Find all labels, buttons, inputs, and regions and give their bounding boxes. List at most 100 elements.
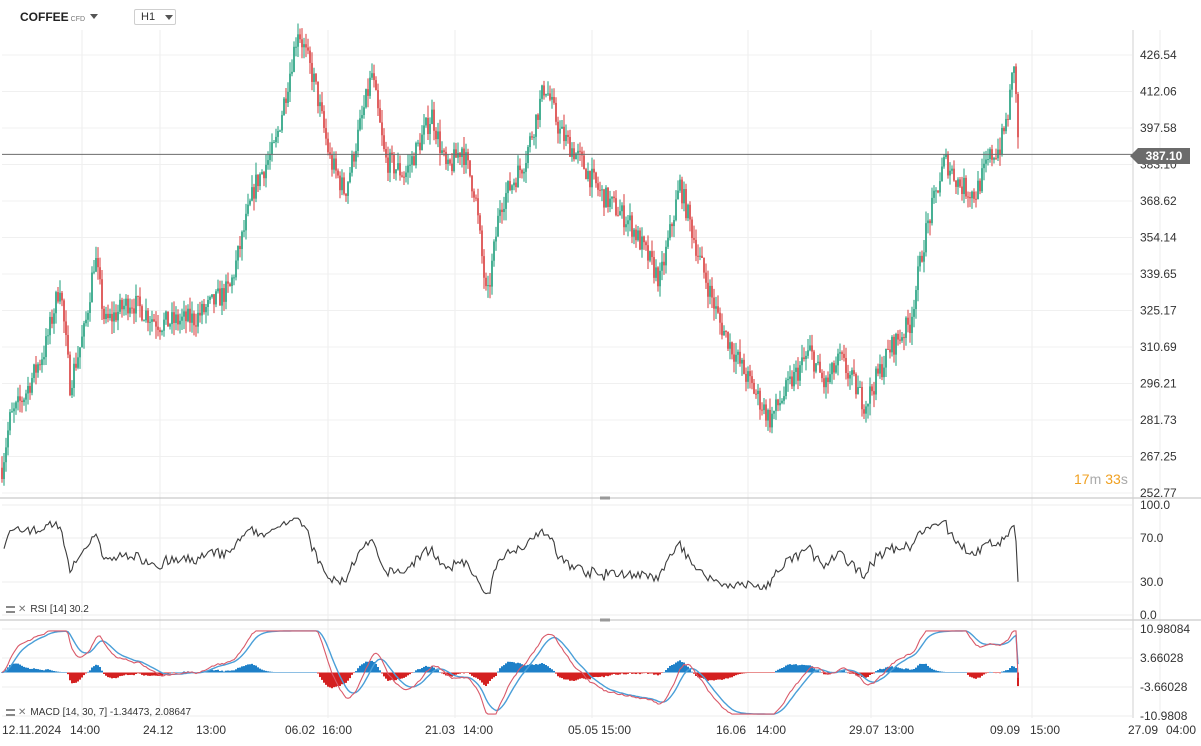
candle [509,172,511,192]
candle-body [369,77,371,96]
candle-body [701,255,703,258]
candle [925,211,927,257]
candle-body [65,321,67,335]
candle-body [869,386,871,404]
candle-body [231,277,233,287]
indicator-settings-icon[interactable] [6,708,15,716]
candle-body [275,136,277,143]
close-icon[interactable]: ✕ [18,604,27,615]
candle-body [163,319,165,331]
close-icon[interactable]: ✕ [18,707,27,718]
macd-histogram-bar [229,670,231,673]
candle [47,328,49,345]
macd-histogram-bar [381,672,383,674]
candle-body [617,215,619,217]
candle [395,168,397,181]
candle [979,178,981,195]
macd-histogram-bar [975,672,977,679]
candle-body [5,447,7,463]
macd-histogram-bar [69,672,71,681]
timeframe-value: H1 [141,11,156,23]
candle-body [519,165,521,171]
candle [287,82,289,107]
candle-body [105,313,107,320]
candle-body [605,187,607,208]
candle [171,302,173,334]
candle [261,169,263,175]
macd-histogram-bar [797,665,799,673]
candle-body [421,134,423,151]
macd-histogram-bar [753,672,755,674]
macd-histogram-bar [579,672,581,679]
candle-body [743,359,745,374]
candle-body [671,224,673,227]
timeframe-select[interactable]: H1 [134,9,176,25]
candle [693,225,695,244]
time-axis-label: 27.09 [1128,723,1158,737]
candle-body [917,266,919,291]
candle-body [127,298,129,314]
candle [293,41,295,73]
macd-histogram-bar [957,672,959,673]
symbol-selector[interactable]: COFFEE CFD [20,10,85,24]
candle [643,235,645,250]
candle-body [823,378,825,388]
candle-body [1013,66,1015,73]
candle [559,120,561,144]
candle [1011,71,1013,98]
candle [333,151,335,174]
candle [541,84,543,102]
candle [715,296,717,319]
macd-histogram-bar [721,672,723,680]
candle [117,304,119,331]
candle-body [121,299,123,310]
candle [613,191,615,203]
candle-body [141,306,143,321]
candle [107,304,109,323]
candle [745,367,747,392]
candle-body [451,163,453,172]
candle-body [867,403,869,407]
candle-body [841,352,843,354]
macd-histogram-bar [93,666,95,673]
macd-histogram-bar [403,672,405,678]
macd-histogram-bar [711,672,713,681]
pane-separators[interactable] [0,30,1201,718]
candle-body [123,305,125,310]
candle [769,398,771,433]
macd-histogram-bar [331,672,333,689]
macd-histogram-bar [847,672,849,674]
candle [577,143,579,164]
candle [805,351,807,371]
candle [485,272,487,291]
candle-body [993,157,995,160]
candle [729,333,731,360]
macd-histogram-bar [123,672,125,676]
candle [753,378,755,395]
macd-histogram-bar [945,672,947,673]
macd-histogram-bar [769,672,771,674]
candle-body [255,174,257,199]
candle-body [771,413,773,428]
candle-body [657,267,659,287]
candle [175,306,177,331]
candle [329,142,331,159]
candle-body [379,108,381,123]
candle-body [437,131,439,140]
indicator-settings-icon[interactable] [6,605,15,613]
candle-body [107,313,109,319]
macd-histogram-bar [277,672,279,673]
macd-histogram-bar [461,672,463,674]
candle [563,114,565,150]
candle-body [749,371,751,377]
candle-body [465,152,467,165]
macd-histogram-bar [899,668,901,673]
symbol-dropdown-icon[interactable] [90,14,98,19]
candle-body [425,117,427,126]
candle-body [899,339,901,341]
candle-body [445,151,447,164]
candle-body [935,190,937,192]
candle-body [583,155,585,170]
macd-histogram-bar [409,672,411,675]
